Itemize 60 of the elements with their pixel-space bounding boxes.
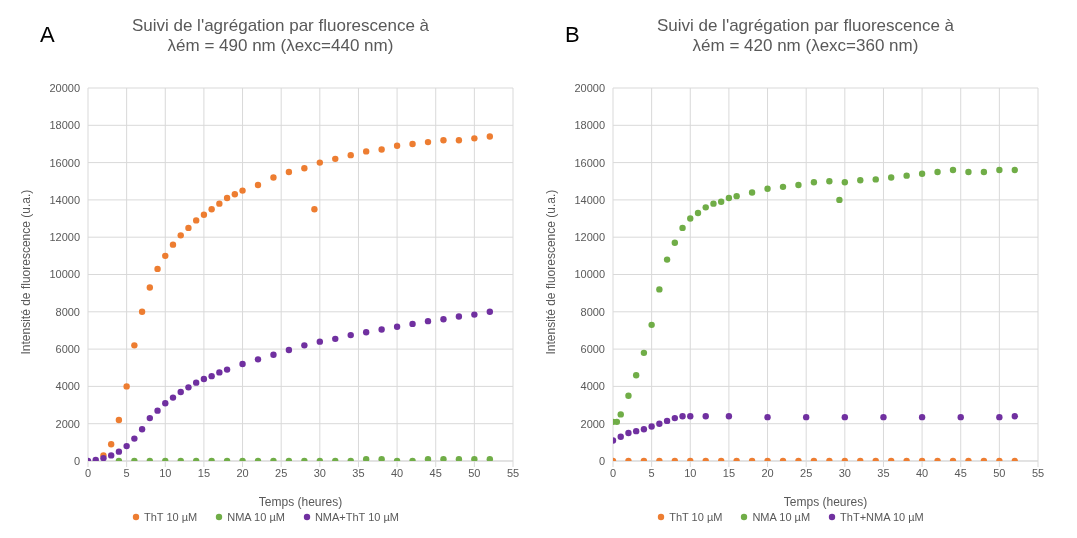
x-tick-label: 15 bbox=[197, 466, 211, 479]
x-tick-label: 55 bbox=[506, 466, 520, 479]
y-tick-label: 8000 bbox=[55, 305, 80, 318]
x-tick-label: 40 bbox=[915, 466, 929, 479]
x-tick-label: 50 bbox=[993, 466, 1006, 479]
y-tick-label: 18000 bbox=[49, 119, 80, 132]
chart-title: Suivi de l'agrégation par fluorescence à λém = 490 nm (λexc=440 nm) bbox=[131, 16, 430, 55]
x-axis-title: Temps (heures) bbox=[258, 495, 343, 509]
x-tick-label: 20 bbox=[761, 466, 774, 479]
y-axis-title: Intensité de fluorescence (u.a.) bbox=[19, 189, 34, 355]
y-tick-label: 12000 bbox=[49, 231, 80, 244]
x-tick-label: 25 bbox=[275, 466, 288, 479]
x-tick-label: 5 bbox=[648, 466, 655, 479]
x-tick-label: 10 bbox=[159, 466, 172, 479]
x-tick-label: 45 bbox=[429, 466, 442, 479]
x-tick-label: 30 bbox=[838, 466, 851, 479]
y-tick-label: 2000 bbox=[580, 417, 605, 430]
x-tick-label: 10 bbox=[684, 466, 697, 479]
y-tick-label: 4000 bbox=[580, 380, 605, 393]
x-tick-label: 0 bbox=[84, 466, 92, 479]
x-tick-label: 0 bbox=[609, 466, 617, 479]
x-tick-label: 30 bbox=[313, 466, 326, 479]
y-tick-label: 16000 bbox=[49, 156, 80, 169]
text: A bbox=[40, 22, 55, 48]
y-tick-label: 20000 bbox=[49, 81, 80, 94]
x-tick-label: 45 bbox=[954, 466, 967, 479]
x-tick-label: 35 bbox=[877, 466, 890, 479]
y-tick-label: 0 bbox=[73, 454, 80, 467]
x-tick-label: 5 bbox=[123, 466, 130, 479]
y-tick-label: 18000 bbox=[574, 119, 605, 132]
y-tick-label: 10000 bbox=[49, 268, 80, 281]
y-tick-label: 14000 bbox=[49, 193, 80, 206]
y-tick-label: 16000 bbox=[574, 156, 605, 169]
chart-title: Suivi de l'agrégation par fluorescence à λém = 420 nm (λexc=360 nm) bbox=[656, 16, 955, 55]
y-tick-label: 6000 bbox=[55, 343, 80, 356]
x-tick-label: 25 bbox=[800, 466, 813, 479]
legend-label: ThT 10 µM bbox=[143, 511, 198, 523]
y-tick-label: 10000 bbox=[574, 268, 605, 281]
text: B bbox=[565, 22, 580, 48]
x-tick-label: 15 bbox=[722, 466, 736, 479]
legend-label: ThT+NMA 10 µM bbox=[839, 511, 924, 523]
y-tick-label: 0 bbox=[598, 454, 605, 467]
y-tick-label: 20000 bbox=[574, 81, 605, 94]
y-tick-label: 8000 bbox=[580, 305, 605, 318]
x-tick-label: 55 bbox=[1031, 466, 1045, 479]
x-tick-label: 20 bbox=[236, 466, 249, 479]
y-tick-label: 2000 bbox=[55, 417, 80, 430]
x-tick-label: 35 bbox=[352, 466, 365, 479]
x-tick-label: 50 bbox=[468, 466, 481, 479]
y-axis-title: Intensité de fluorescence (u.a.) bbox=[544, 189, 559, 355]
x-tick-label: 40 bbox=[390, 466, 404, 479]
y-tick-label: 6000 bbox=[580, 343, 605, 356]
y-tick-label: 12000 bbox=[574, 231, 605, 244]
legend-label: ThT 10 µM bbox=[668, 511, 723, 523]
legend-label: NMA+ThT 10 µM bbox=[313, 511, 399, 523]
legend-label: NMA 10 µM bbox=[226, 511, 285, 523]
y-tick-label: 4000 bbox=[55, 380, 80, 393]
legend-label: NMA 10 µM bbox=[751, 511, 811, 523]
y-tick-label: 14000 bbox=[574, 193, 605, 206]
x-axis-title: Temps (heures) bbox=[783, 495, 868, 509]
